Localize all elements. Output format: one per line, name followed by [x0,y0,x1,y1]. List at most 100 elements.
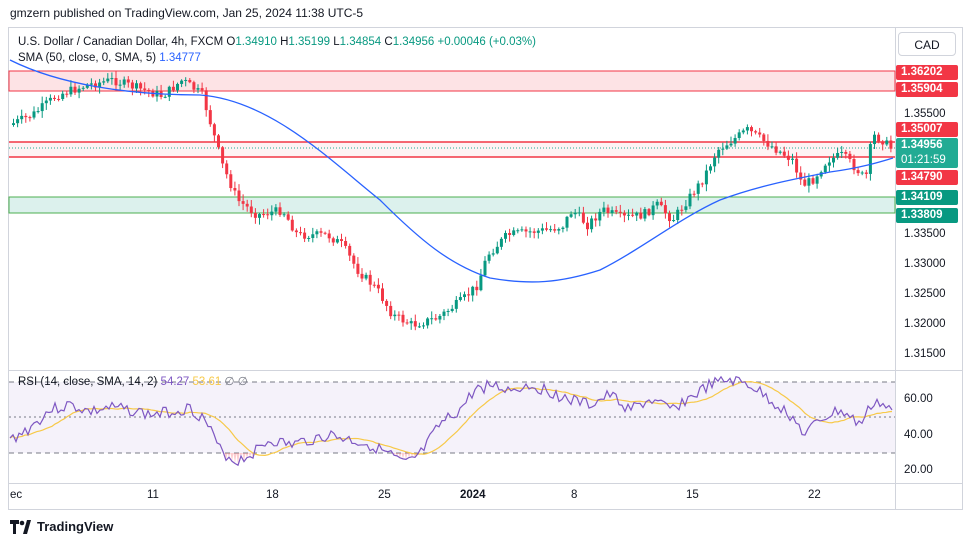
candle-body [114,78,118,86]
symbol-legend[interactable]: U.S. Dollar / Canadian Dollar, 4h, FXCM … [18,36,536,48]
candle-body [635,212,639,216]
candle-body [171,86,175,91]
tradingview-footer[interactable]: TradingView [10,519,113,534]
candle-body [528,231,532,233]
candle-body [614,210,618,212]
candle-body [340,239,343,241]
candle-body [545,228,548,230]
candle-body [770,146,774,148]
candle-body [200,88,204,91]
rsi-value: 54.27 [160,376,190,388]
candle-body [376,284,380,289]
low-label: L [333,36,340,48]
level-band-red [9,142,895,157]
price-tick: 1.32500 [904,288,946,300]
candle-body [725,145,729,149]
candle-body [450,308,454,311]
candle-body [672,220,676,222]
candle-body [130,82,134,89]
candle-body [344,240,348,246]
candle-body [811,178,815,184]
candle-body [610,210,614,214]
tradingview-logo-icon [10,519,31,534]
candle-body [516,230,520,232]
time-tick: 8 [571,489,578,501]
candle-body [44,100,48,104]
candle-body [844,151,848,154]
candle-body [766,140,770,147]
candle-body [184,79,188,81]
candle-body [827,162,831,166]
price-label-level-low: 1.34790 [896,170,958,185]
candle-body [139,83,143,89]
candle-body [188,79,192,83]
rsi-tick: 60.00 [904,393,933,405]
candle-body [438,315,442,320]
candle-body [98,82,102,88]
candle-body [196,88,200,90]
candle-body [405,322,409,324]
candle-body [561,227,565,230]
candle-body [311,234,315,238]
candle-body [885,140,889,145]
candle-body [331,238,335,243]
candle-body [89,83,93,85]
candle-body [397,314,401,316]
candle-body [606,207,610,214]
time-tick-year: 2024 [460,489,486,501]
candle-body [688,193,692,207]
close-value: 1.34956 [392,36,435,48]
pane-divider[interactable] [8,370,963,371]
candle-body [65,93,69,95]
candle-body [364,274,368,279]
candle-body [745,127,749,131]
time-axis-divider [8,483,963,484]
candle-body [491,253,495,255]
candle-body [327,233,331,239]
candle-body [360,273,364,279]
candle-body [647,209,651,216]
candle-body [258,214,261,218]
candle-body [212,124,216,136]
candle-body [266,214,270,216]
candle-body [77,88,81,93]
candle-body [385,300,389,306]
candle-body [622,212,626,216]
candle-body [299,232,302,234]
candle-body [81,87,85,89]
currency-button[interactable]: CAD [898,32,956,56]
candle-body [655,201,659,206]
candle-body [323,232,327,234]
candle-body [286,214,290,220]
price-label-level-high: 1.35007 [896,122,958,137]
candle-body [102,81,106,83]
price-label-resistance-bottom: 1.35904 [896,82,958,97]
rsi-legend[interactable]: RSI (14, close, SMA, 14, 2) 54.27 53.61 … [18,374,248,388]
candle-body [786,155,790,160]
candle-body [487,254,491,261]
high-label: H [280,36,289,48]
candle-body [573,212,577,215]
time-tick: 22 [808,489,821,501]
high-value: 1.35199 [288,36,330,48]
candle-body [434,318,438,320]
candle-body [389,305,393,317]
candle-body [167,86,171,97]
candle-body [569,214,573,217]
candle-body [602,207,606,212]
candle-body [754,131,758,133]
candle-body [758,132,762,135]
candle-body [823,165,827,173]
candle-body [836,152,840,158]
candle-body [245,203,249,207]
candle-body [750,127,753,132]
sma-legend[interactable]: SMA (50, close, 0, SMA, 5) 1.34777 [18,52,201,64]
rsi-label: RSI (14, close, SMA, 14, 2) [18,376,158,388]
candle-body [713,157,717,167]
support-zone [8,196,896,214]
candle-body [721,148,725,150]
candle-body [536,230,540,233]
candle-body [69,86,73,95]
time-tick: 25 [378,489,391,501]
